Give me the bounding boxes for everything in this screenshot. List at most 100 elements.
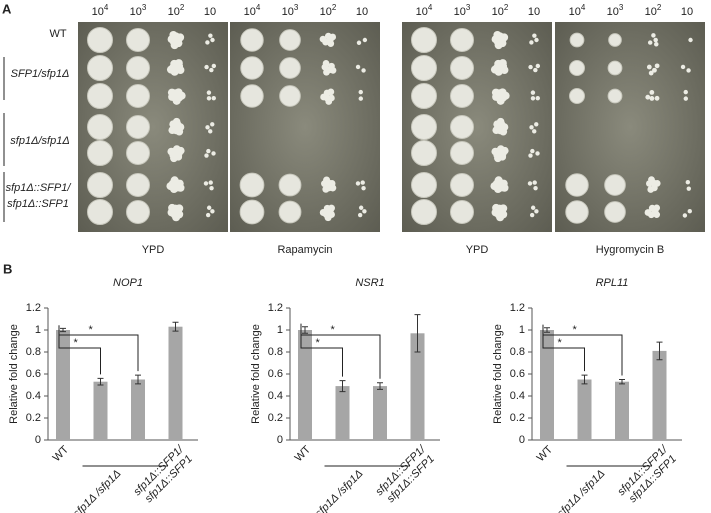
y-tick-label: 0.2 [510, 412, 525, 424]
colony [530, 148, 535, 154]
colony-spot [279, 57, 301, 79]
colony [529, 212, 535, 218]
colony [651, 33, 656, 38]
colony [358, 89, 363, 95]
colony [533, 185, 538, 191]
dilution-base: 10 [92, 6, 104, 18]
significance-label: * [330, 324, 335, 336]
dilution-label: 10 [681, 6, 693, 18]
colony [496, 213, 505, 222]
colony [652, 67, 657, 73]
dilution-exponent: 2 [504, 3, 509, 12]
colony [530, 90, 536, 95]
colony-spot [569, 88, 585, 104]
dilution-exponent: 4 [428, 3, 433, 12]
bar [652, 350, 667, 440]
colony-spot [126, 200, 150, 224]
dilution-base: 10 [492, 6, 504, 18]
dilution-label: 10 [356, 6, 368, 18]
colony [325, 98, 333, 105]
bar [93, 381, 108, 440]
colony [322, 59, 330, 67]
colony-spot [411, 55, 437, 81]
colony [211, 151, 216, 156]
colony [500, 183, 509, 192]
y-tick-label: 0.2 [26, 412, 41, 424]
colony [320, 93, 327, 101]
colony-spot [450, 173, 474, 197]
error-bar [135, 374, 141, 385]
colony-spot [278, 173, 302, 197]
colony-spot [450, 84, 474, 108]
significance-bracket [300, 323, 381, 379]
colony [500, 33, 509, 42]
colony [170, 154, 178, 163]
colony [532, 33, 537, 38]
colony-spot [450, 141, 474, 165]
colony [534, 37, 539, 43]
colony-spot [87, 172, 113, 198]
colony [204, 64, 209, 70]
dilution-exponent: 3 [466, 3, 471, 12]
y-axis-label: Relative fold change [8, 324, 20, 424]
y-tick-label: 0 [519, 434, 525, 446]
colony [498, 59, 507, 68]
colony [327, 204, 335, 212]
colony-spot [126, 84, 150, 108]
colony-spot [569, 60, 585, 76]
colony-spot [126, 56, 150, 80]
colony [530, 96, 536, 101]
plate-photo [555, 22, 705, 232]
x-tick-label: sfp1Δ /sfp1Δ [313, 468, 365, 513]
colony-spot [411, 83, 437, 109]
dilution-label: 103 [607, 3, 624, 18]
colony [170, 41, 179, 50]
colony [530, 205, 536, 210]
dilution-label: 102 [320, 3, 337, 18]
colony [644, 209, 652, 216]
colony [647, 40, 653, 45]
error-bar [60, 327, 66, 333]
colony-spot [87, 55, 113, 81]
colony [534, 209, 539, 214]
colony [210, 122, 215, 127]
colony [176, 146, 185, 155]
colony [654, 42, 659, 47]
bar [56, 330, 70, 440]
colony [172, 96, 181, 105]
significance-label: * [88, 324, 93, 336]
dilution-exponent: 3 [142, 3, 147, 12]
panel-label: A [2, 1, 12, 16]
colony [324, 214, 332, 222]
colony [322, 185, 330, 193]
colony [358, 96, 363, 101]
colony [357, 212, 363, 218]
dilution-label: 104 [569, 3, 586, 18]
dilution-exponent: 2 [180, 3, 185, 12]
strain-label: sfp1Δ/sfp1Δ [10, 135, 69, 147]
colony [687, 208, 692, 214]
colony-spot [126, 141, 150, 165]
colony [169, 30, 178, 39]
error-bar [656, 341, 663, 361]
dilution-base: 10 [454, 6, 466, 18]
dilution-base: 10 [204, 6, 216, 18]
colony [492, 203, 501, 212]
dilution-label: 104 [92, 3, 109, 18]
colony [648, 70, 654, 76]
colony [686, 186, 691, 191]
x-tick-label: WT [51, 443, 72, 464]
x-tick-label: sfp1Δ::SFP1/sfp1Δ::SFP1 [373, 443, 437, 507]
significance-label: * [557, 337, 562, 349]
colony [170, 176, 179, 185]
colony [176, 33, 185, 42]
colony-spot [126, 28, 150, 52]
colony [533, 67, 538, 73]
significance-bracket [542, 324, 623, 376]
colony-spot [565, 200, 589, 224]
dilution-label: 103 [130, 3, 147, 18]
colony [535, 151, 540, 156]
colony [654, 63, 660, 69]
dilution-label: 10 [204, 6, 216, 18]
colony [496, 96, 505, 105]
